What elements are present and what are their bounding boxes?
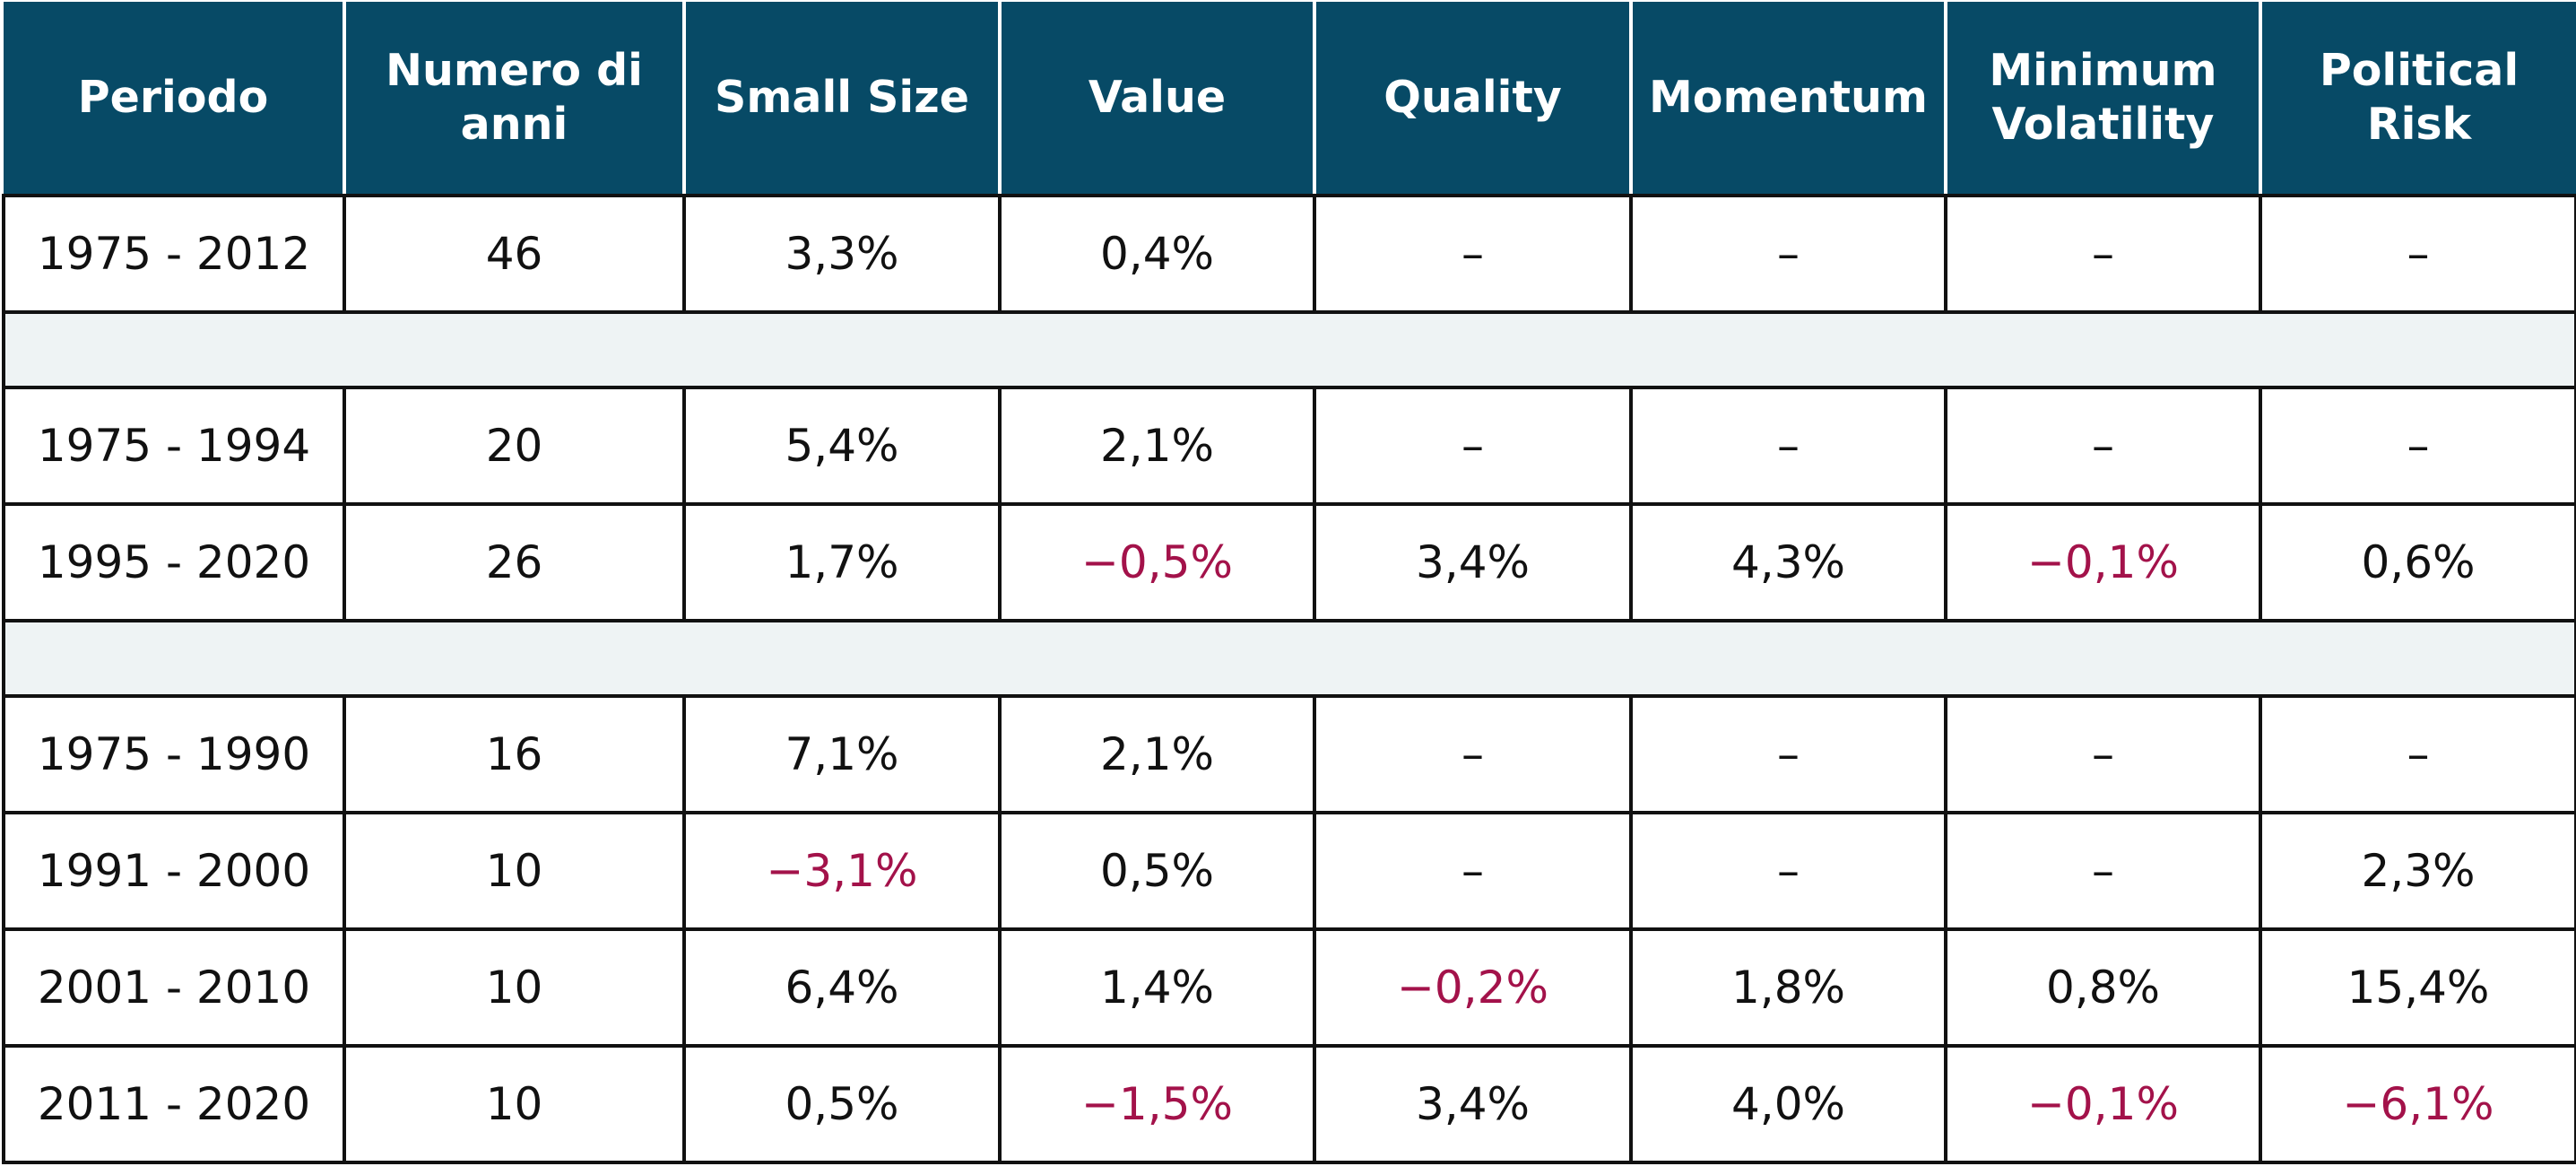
value-cell: 6,4% [682,927,1002,1048]
separator-row [2,619,2576,698]
table-body: 1975 - 2012 46 3,3% 0,4% – – – –1975 - 1994 20 5,… [2,194,2576,1164]
value-cell: 1,7% [682,502,1002,622]
value-cell: 10 [343,927,686,1048]
data-row: 2011 - 2020 10 0,5% −1,5% 3,4% 4,0% −0,1% −6,1% [2,1044,2576,1164]
value-cell: – [1629,694,1947,814]
value-cell: 20 [343,386,686,506]
value-cell: −1,5% [998,1044,1316,1164]
separator-cell [2,619,2576,698]
value-cell: – [1629,386,1947,506]
separator-row [2,310,2576,389]
value-cell: 0,5% [682,1044,1002,1164]
value-cell: – [1313,386,1633,506]
value-cell: −6,1% [2259,1044,2576,1164]
period-cell: 2001 - 2010 [2,927,346,1048]
value-cell: – [1944,386,2262,506]
header-row: Periodo Numero di anni Small Size Value Qual… [4,2,2576,197]
value-cell: – [1944,694,2262,814]
value-cell: – [2259,386,2576,506]
column-header: Quality [1313,2,1633,197]
value-cell: – [1944,811,2262,931]
column-header: Periodo [4,2,346,197]
column-header: Numero di anni [343,2,686,197]
value-cell: 26 [343,502,686,622]
column-header: Small Size [682,2,1002,197]
value-cell: 46 [343,194,686,314]
value-cell: 2,1% [998,694,1316,814]
value-cell: −3,1% [682,811,1002,931]
value-cell: – [2259,694,2576,814]
value-cell: −0,5% [998,502,1316,622]
period-cell: 1995 - 2020 [2,502,346,622]
value-cell: 10 [343,1044,686,1164]
period-cell: 1991 - 2000 [2,811,346,931]
value-cell: 2,1% [998,386,1316,506]
value-cell: 3,3% [682,194,1002,314]
value-cell: 15,4% [2259,927,2576,1048]
value-cell: 0,8% [1944,927,2262,1048]
data-row: 2001 - 2010 10 6,4% 1,4% −0,2% 1,8% 0,8% 15,4% [2,927,2576,1048]
value-cell: 5,4% [682,386,1002,506]
value-cell: 0,4% [998,194,1316,314]
value-cell: – [1313,694,1633,814]
value-cell: – [1629,194,1947,314]
data-row: 1995 - 2020 26 1,7% −0,5% 3,4% 4,3% −0,1% 0,6% [2,502,2576,622]
value-cell: −0,2% [1313,927,1633,1048]
data-row: 1975 - 2012 46 3,3% 0,4% – – – – [2,194,2576,314]
value-cell: – [1944,194,2262,314]
value-cell: 0,6% [2259,502,2576,622]
value-cell: 7,1% [682,694,1002,814]
data-row: 1975 - 1994 20 5,4% 2,1% – – – – [2,386,2576,506]
column-header: Political Risk [2259,2,2576,197]
value-cell: 2,3% [2259,811,2576,931]
column-header: Momentum [1629,2,1947,197]
column-header: Value [998,2,1316,197]
value-cell: 1,8% [1629,927,1947,1048]
period-cell: 1975 - 2012 [2,194,346,314]
value-cell: – [1313,194,1633,314]
value-cell: 16 [343,694,686,814]
value-cell: −0,1% [1944,502,2262,622]
separator-cell [2,310,2576,389]
period-cell: 1975 - 1990 [2,694,346,814]
value-cell: 4,0% [1629,1044,1947,1164]
data-row: 1975 - 1990 16 7,1% 2,1% – – – – [2,694,2576,814]
value-cell: 0,5% [998,811,1316,931]
column-header: Minimum Volatility [1944,2,2262,197]
data-row: 1991 - 2000 10 −3,1% 0,5% – – –2,3% [2,811,2576,931]
period-cell: 2011 - 2020 [2,1044,346,1164]
period-cell: 1975 - 1994 [2,386,346,506]
value-cell: −0,1% [1944,1044,2262,1164]
value-cell: – [2259,194,2576,314]
value-cell: – [1313,811,1633,931]
value-cell: – [1629,811,1947,931]
value-cell: 3,4% [1313,1044,1633,1164]
value-cell: 1,4% [998,927,1316,1048]
value-cell: 3,4% [1313,502,1633,622]
value-cell: 10 [343,811,686,931]
value-cell: 4,3% [1629,502,1947,622]
